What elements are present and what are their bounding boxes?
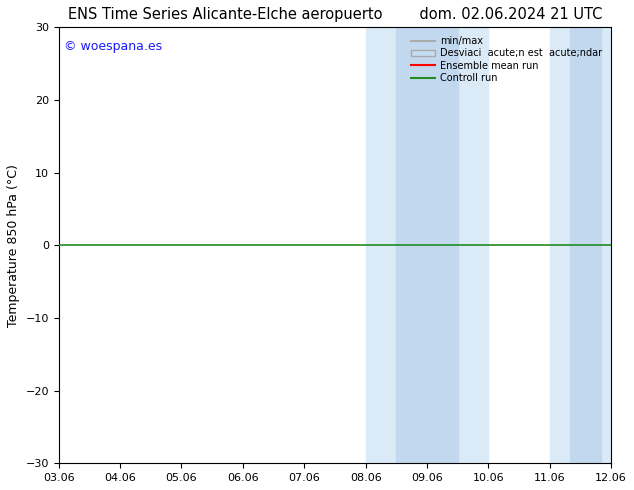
Bar: [396, 27, 458, 464]
Y-axis label: Temperature 850 hPa (°C): Temperature 850 hPa (°C): [7, 164, 20, 327]
Bar: [366, 27, 488, 464]
Bar: [570, 27, 601, 464]
Bar: [550, 27, 611, 464]
Text: © woespana.es: © woespana.es: [64, 40, 162, 53]
Title: ENS Time Series Alicante-Elche aeropuerto        dom. 02.06.2024 21 UTC: ENS Time Series Alicante-Elche aeropuert…: [68, 7, 602, 22]
Legend: min/max, Desviaci  acute;n est  acute;ndar, Ensemble mean run, Controll run: min/max, Desviaci acute;n est acute;ndar…: [407, 32, 606, 87]
